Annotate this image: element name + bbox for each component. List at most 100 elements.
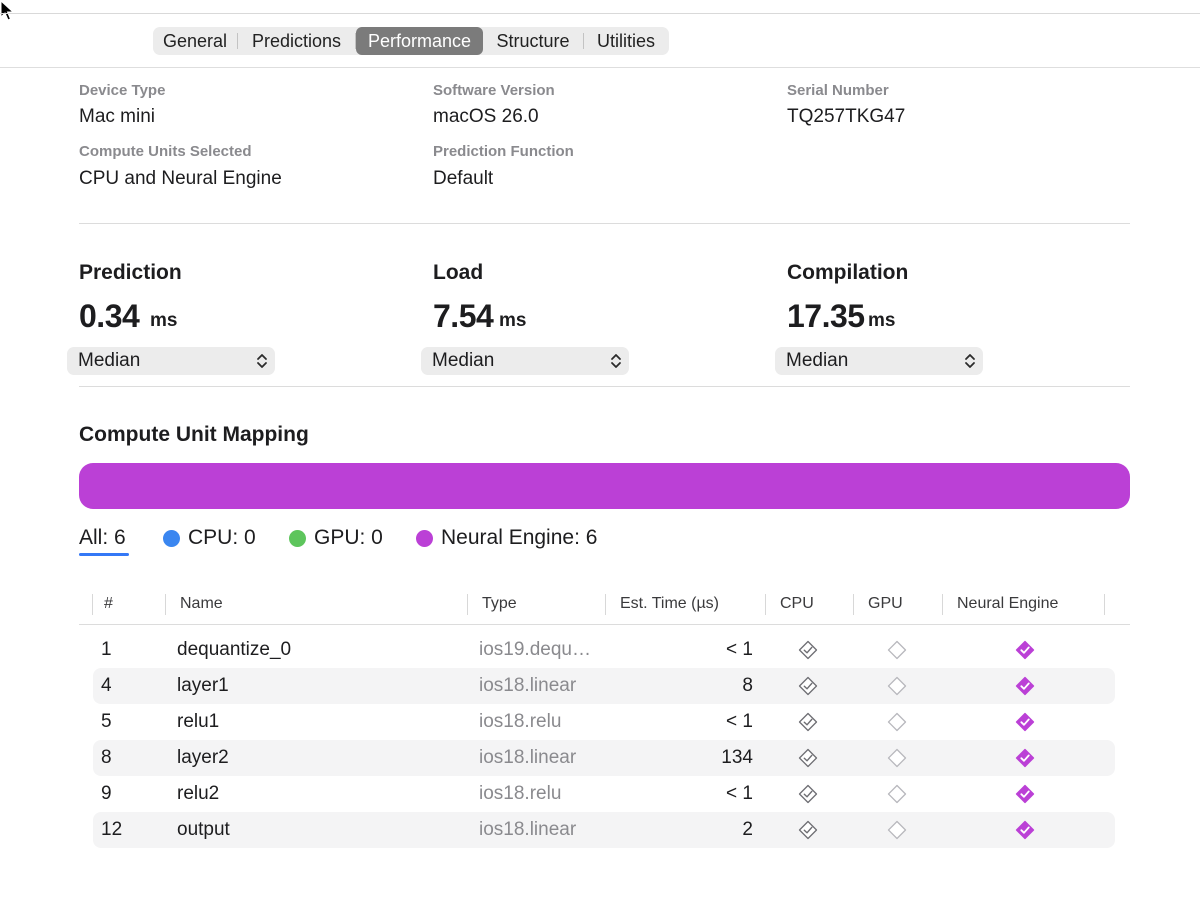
row-name: relu1 [177, 711, 220, 732]
table-row[interactable]: 8 layer2 ios18.linear 134 [93, 740, 1115, 776]
row-name: relu2 [177, 783, 220, 804]
compilation-stat-value: Median [786, 350, 849, 371]
row-type: ios18.relu [479, 783, 562, 804]
filter-all-label: All: 6 [79, 526, 126, 549]
chevron-up-down-icon [611, 354, 621, 368]
column-header-est-time[interactable]: Est. Time (µs) [620, 595, 719, 612]
row-type: ios18.relu [479, 711, 562, 732]
row-name: layer2 [177, 747, 229, 768]
column-separator [467, 594, 468, 615]
mouse-cursor-icon [0, 0, 14, 21]
software-version-label: Software Version [433, 82, 555, 99]
chevron-up-down-icon [965, 354, 975, 368]
selected-filter-indicator [79, 553, 129, 556]
gpu-unsupported-diamond-icon [887, 676, 907, 696]
compilation-metric-title: Compilation [787, 261, 909, 284]
load-stat-select[interactable]: Median [421, 347, 629, 375]
column-separator [853, 594, 854, 615]
header-divider [0, 67, 1200, 68]
row-index: 12 [101, 819, 123, 840]
gpu-unsupported-diamond-icon [887, 820, 907, 840]
section-divider [79, 386, 1130, 387]
filter-cpu-label: CPU: 0 [188, 526, 256, 549]
column-header-name[interactable]: Name [180, 595, 223, 612]
table-row[interactable]: 9 relu2 ios18.relu < 1 [93, 776, 1115, 812]
column-separator [92, 594, 93, 615]
cpu-supported-diamond-check-icon [798, 820, 818, 840]
column-separator [165, 594, 166, 615]
table-row[interactable]: 5 relu1 ios18.relu < 1 [93, 704, 1115, 740]
column-separator [765, 594, 766, 615]
row-type: ios18.linear [479, 675, 577, 696]
row-name: output [177, 819, 230, 840]
row-index: 9 [101, 783, 112, 804]
neural-engine-dot-icon [416, 529, 433, 547]
prediction-function-value: Default [433, 168, 494, 189]
cpu-supported-diamond-check-icon [798, 748, 818, 768]
tab-structure[interactable]: Structure [496, 31, 570, 51]
section-divider [79, 223, 1130, 224]
software-version-value: macOS 26.0 [433, 106, 539, 127]
prediction-function-label: Prediction Function [433, 143, 574, 160]
row-est-time: 2 [742, 819, 753, 840]
gpu-unsupported-diamond-icon [887, 640, 907, 660]
compilation-metric-value: 17.35 [787, 298, 865, 334]
compute-unit-mapping-bar [79, 463, 1130, 509]
filter-gpu[interactable]: GPU: 0 [289, 525, 383, 551]
filter-neural-engine-label: Neural Engine: 6 [441, 526, 598, 549]
prediction-stat-value: Median [78, 350, 141, 371]
load-stat-value: Median [432, 350, 495, 371]
tab-bar: General Predictions Performance Structur… [153, 27, 669, 55]
gpu-unsupported-diamond-icon [887, 712, 907, 732]
compute-unit-mapping-title: Compute Unit Mapping [79, 423, 309, 446]
table-row[interactable]: 4 layer1 ios18.linear 8 [93, 668, 1115, 704]
gpu-dot-icon [289, 529, 306, 547]
filter-neural-engine[interactable]: Neural Engine: 6 [416, 525, 597, 551]
column-header-cpu[interactable]: CPU [780, 595, 814, 612]
filter-gpu-label: GPU: 0 [314, 526, 383, 549]
prediction-metric-value: 0.34 [79, 298, 140, 334]
serial-number-value: TQ257TKG47 [787, 106, 906, 127]
column-header-gpu[interactable]: GPU [868, 595, 903, 612]
compilation-stat-select[interactable]: Median [775, 347, 983, 375]
row-est-time: < 1 [726, 783, 753, 804]
cpu-supported-diamond-check-icon [798, 640, 818, 660]
row-index: 5 [101, 711, 112, 732]
row-est-time: 8 [742, 675, 753, 696]
prediction-stat-select[interactable]: Median [67, 347, 275, 375]
column-separator [605, 594, 606, 615]
row-type: ios18.linear [479, 819, 577, 840]
column-header-type[interactable]: Type [482, 595, 517, 612]
table-row[interactable]: 12 output ios18.linear 2 [93, 812, 1115, 848]
chevron-up-down-icon [257, 354, 267, 368]
column-header-neural-engine[interactable]: Neural Engine [957, 595, 1059, 612]
compilation-metric-unit: ms [868, 310, 896, 331]
column-separator [1104, 594, 1105, 615]
table-row[interactable]: 1 dequantize_0 ios19.dequ… < 1 [93, 632, 1115, 668]
serial-number-label: Serial Number [787, 82, 889, 99]
column-header-index[interactable]: # [104, 595, 113, 612]
row-type: ios19.dequ… [479, 639, 591, 660]
window-top-divider [0, 13, 1200, 14]
tab-utilities[interactable]: Utilities [596, 31, 655, 51]
tab-predictions[interactable]: Predictions [251, 31, 342, 51]
load-metric-unit: ms [499, 310, 527, 331]
load-metric-value: 7.54 [433, 298, 494, 334]
tab-performance[interactable]: Performance [356, 27, 483, 55]
tab-general[interactable]: General [162, 31, 228, 51]
neural-engine-selected-diamond-check-icon [1015, 712, 1035, 732]
tab-separator [583, 33, 584, 49]
device-type-value: Mac mini [79, 106, 156, 127]
filter-all[interactable]: All: 6 [79, 525, 126, 551]
row-index: 8 [101, 747, 112, 768]
cpu-dot-icon [163, 529, 180, 547]
row-name: dequantize_0 [177, 639, 292, 660]
tab-separator [237, 33, 238, 49]
neural-engine-selected-diamond-check-icon [1015, 676, 1035, 696]
prediction-metric-unit: ms [150, 310, 178, 331]
neural-engine-selected-diamond-check-icon [1015, 640, 1035, 660]
column-separator [942, 594, 943, 615]
row-name: layer1 [177, 675, 229, 696]
gpu-unsupported-diamond-icon [887, 748, 907, 768]
filter-cpu[interactable]: CPU: 0 [163, 525, 256, 551]
